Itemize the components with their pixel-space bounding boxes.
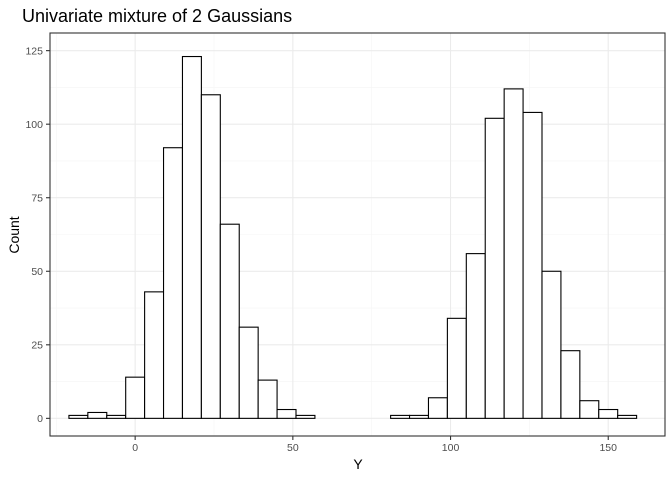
y-tick-label: 25: [31, 340, 43, 352]
histogram-bar: [144, 291, 165, 419]
histogram-bar: [162, 147, 184, 419]
histogram-bar: [579, 400, 600, 419]
histogram-bar: [484, 117, 505, 419]
histogram-bar: [522, 111, 543, 419]
x-tick-label: 100: [442, 442, 460, 454]
histogram-bars: [68, 55, 638, 419]
y-tick-label: 100: [25, 119, 43, 131]
histogram-bar: [125, 376, 146, 419]
histogram-bar: [617, 414, 638, 419]
x-tick-label: 0: [132, 442, 138, 454]
histogram-bar: [238, 326, 259, 419]
histogram-bar: [68, 414, 89, 419]
histogram-bar: [87, 411, 108, 419]
histogram-bar: [181, 55, 202, 419]
y-tick-label: 125: [25, 45, 43, 57]
x-axis: 0 50 100 150: [132, 436, 617, 454]
histogram-bar: [465, 253, 486, 419]
histogram-bar: [106, 414, 127, 419]
histogram-bar: [503, 88, 524, 419]
plot-panel: [49, 32, 666, 437]
y-tick-label: 50: [31, 266, 43, 278]
chart-title: Univariate mixture of 2 Gaussians: [22, 6, 292, 26]
histogram-bar: [390, 414, 411, 419]
grid-lines: [50, 33, 665, 436]
histogram-bar: [257, 379, 278, 419]
histogram-bar: [541, 270, 562, 419]
y-axis: 0 25 50 75 100 125: [25, 45, 50, 425]
histogram-bar: [446, 317, 467, 419]
histogram-bar: [427, 397, 448, 419]
x-tick-label: 50: [287, 442, 299, 454]
histogram-bar: [295, 414, 316, 419]
histogram-bar: [598, 408, 619, 419]
y-tick-label: 0: [37, 413, 43, 425]
histogram-bar: [408, 414, 430, 419]
histogram-bar: [219, 223, 240, 419]
histogram-bar: [560, 350, 581, 419]
histogram-bar: [276, 408, 297, 419]
x-axis-title: Y: [353, 456, 363, 472]
panel-border: [49, 32, 666, 437]
histogram-bar: [200, 94, 221, 419]
y-tick-label: 75: [31, 192, 43, 204]
x-tick-label: 150: [599, 442, 617, 454]
y-axis-title: Count: [6, 216, 22, 253]
